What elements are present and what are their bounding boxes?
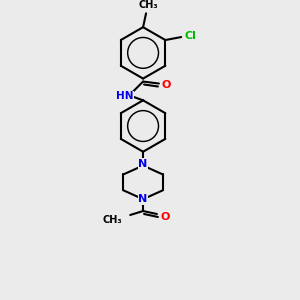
Text: CH₃: CH₃ [103,215,122,225]
Text: O: O [161,80,170,89]
Text: O: O [160,212,170,222]
Text: Cl: Cl [184,31,196,41]
Text: N: N [139,159,148,169]
Text: HN: HN [116,92,133,101]
Text: N: N [139,194,148,204]
Text: CH₃: CH₃ [138,0,158,11]
